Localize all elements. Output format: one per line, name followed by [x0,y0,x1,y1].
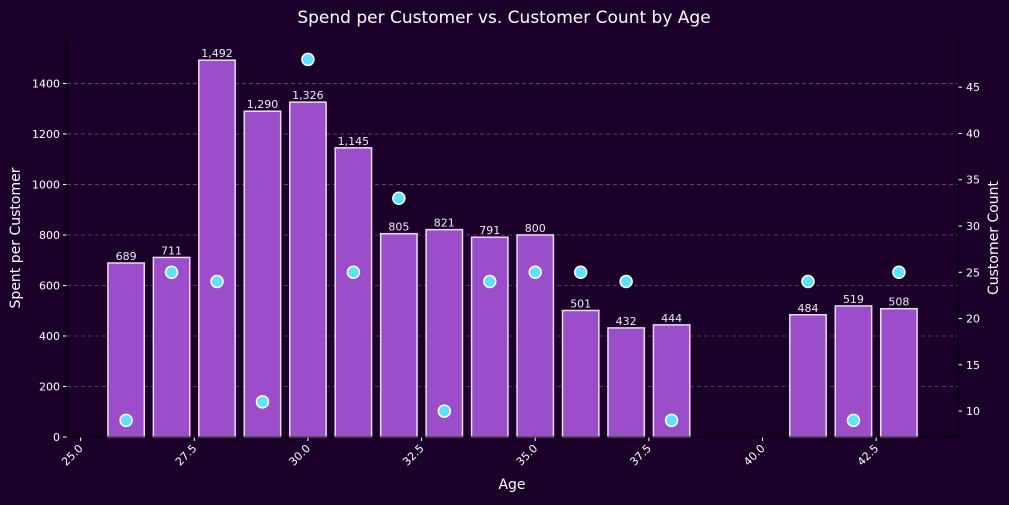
x-tick-label: 32.5 [400,442,427,469]
scatter-point [892,265,906,280]
bar-value-label: 711 [161,244,182,257]
bar [516,234,555,438]
bar-value-label: 484 [797,302,818,315]
scatter-point [392,191,406,205]
y2-tick-label: 25 [966,266,980,279]
x-tick-label: 27.5 [173,442,200,469]
y2-axis-label: Customer Count [986,180,1002,295]
bar [789,314,827,438]
bar-value-label: 800 [525,222,546,235]
scatter-point [437,404,452,418]
y-tick-label: 200 [39,380,60,393]
y2-tick-label: 45 [966,81,980,94]
y2-tick-label: 10 [966,405,980,418]
y-tick-label: 1200 [32,128,60,141]
y2-tick-label: 15 [966,359,980,372]
x-tick-label: 35.0 [514,442,541,469]
bar [289,101,327,438]
bar [152,256,191,438]
bar [470,236,509,438]
scatter-point [346,265,361,280]
scatter-point [573,265,588,280]
bar-value-label: 501 [570,297,591,310]
chart-title: Spend per Customer vs. Customer Count by… [297,8,710,28]
bar-value-label: 689 [116,250,137,263]
y2-tick-label: 40 [966,127,980,140]
bar-value-label: 1,326 [292,89,324,102]
scatter-point [846,413,861,428]
bar [607,327,646,438]
scatter-point [664,413,679,428]
y-tick-label: 800 [39,229,60,242]
scatter-point [210,274,224,289]
y-axis-label: Spent per Customer [8,167,24,308]
x-tick-label: 40.0 [741,442,768,469]
bars [107,59,918,438]
scatter-point [255,395,270,409]
y-tick-label: 400 [39,330,60,343]
x-tick-label: 37.5 [627,442,654,469]
y-tick-label: 1400 [32,77,60,90]
y-tick-label: 600 [39,279,60,292]
scatter-point [301,52,315,67]
y-tick-label: 1000 [32,178,60,191]
bar [107,262,146,438]
bar-value-label: 508 [888,296,909,309]
scatter-point [164,265,179,280]
bar-value-label: 1,492 [201,47,233,60]
bar-value-label: 1,290 [247,98,279,111]
x-tick-label: 30.0 [287,442,314,469]
bar-value-label: 519 [843,293,864,306]
bar-value-label: 791 [479,224,500,237]
scatter-points [119,52,906,428]
bar [379,232,418,438]
x-tick-label: 42.5 [855,442,882,469]
y-tick-label: 0 [53,431,60,444]
bar [334,147,373,438]
bar [198,59,236,438]
scatter-point [483,274,497,289]
y2-tick-label: 20 [966,313,980,326]
x-axis-label: Age [498,477,525,493]
x-tick-label: 25.0 [59,442,86,469]
scatter-point [528,265,542,280]
bar-labels: 689 711 1,492 1,290 1,326 1,145 805 821 791 800 50… [116,47,910,328]
bar-value-label: 1,145 [338,135,370,148]
bar [243,110,282,438]
bar [425,228,464,438]
bar-value-label: 432 [616,315,637,328]
y2-tick-label: 30 [966,220,980,233]
bar [879,307,918,438]
bar-value-label: 821 [434,217,455,230]
bar-value-label: 805 [388,221,409,234]
scatter-point [801,274,815,289]
scatter-point [119,413,133,428]
bar [561,309,600,438]
y2-tick-label: 35 [966,174,980,187]
bar-value-label: 444 [661,312,682,325]
scatter-point [619,274,633,289]
